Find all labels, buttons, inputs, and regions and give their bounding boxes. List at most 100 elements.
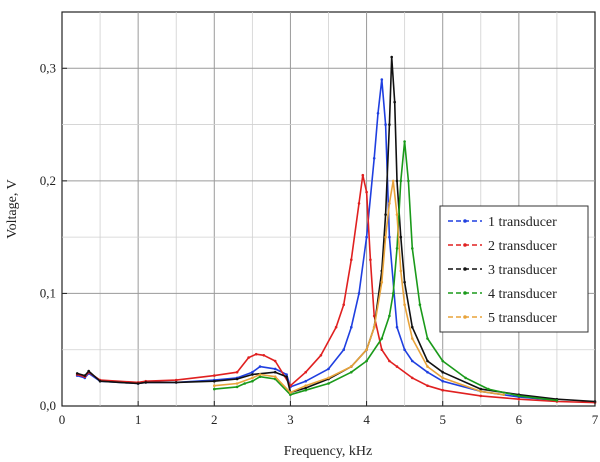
series-1-point	[258, 365, 262, 368]
series-1-point	[388, 235, 391, 239]
series-2-point	[273, 359, 277, 363]
series-3-point	[83, 374, 87, 377]
series-1-point	[350, 325, 353, 329]
series-3-point	[251, 373, 254, 376]
legend-label: 3 transducer	[488, 263, 557, 278]
legend-label: 1 transducer	[488, 215, 557, 230]
axes: 0 1 2 3 4 5 6 7 0,0 0,1 0,2 0,3	[40, 60, 599, 427]
series-2-point	[174, 378, 178, 382]
series-1-point	[273, 367, 277, 371]
series-4-point	[391, 292, 395, 295]
legend-label: 2 transducer	[488, 239, 557, 254]
series-3-point	[304, 386, 308, 390]
series-1-point	[384, 123, 387, 126]
x-tick-label: 7	[592, 412, 599, 427]
series-5-point	[388, 202, 391, 205]
series-5-point	[399, 269, 403, 273]
series-3-point	[285, 375, 288, 379]
series-4-point	[350, 370, 353, 374]
series-2-point	[289, 384, 292, 388]
series-1-point	[403, 348, 406, 352]
series-4-point	[418, 303, 422, 307]
series-4-point	[464, 376, 467, 380]
series-2-point	[395, 365, 399, 368]
x-tick-label: 5	[439, 412, 446, 427]
series-3-point	[393, 100, 397, 104]
series-1-point	[380, 78, 384, 81]
series-3-point	[479, 387, 483, 391]
y-axis-label: Voltage, V	[5, 179, 20, 238]
series-2-point	[254, 352, 258, 356]
series-1-point	[251, 370, 254, 374]
series-2-point	[369, 258, 372, 262]
series-2-point	[361, 173, 365, 177]
series-4-point	[487, 387, 490, 391]
series-2-point	[350, 258, 353, 262]
y-tick-label: 0,2	[40, 173, 56, 188]
series-2-point	[426, 384, 429, 388]
series-2-point	[319, 354, 323, 357]
series-3-point	[98, 379, 102, 383]
legend-marker	[463, 315, 467, 319]
series-1-point	[426, 370, 429, 374]
series-5-point	[502, 393, 505, 397]
series-4-point	[327, 382, 330, 385]
series-3-point	[384, 213, 387, 216]
series-5-point	[289, 391, 292, 394]
series-2-point	[342, 303, 346, 307]
series-2-point	[213, 374, 216, 377]
series-5-point	[304, 384, 308, 388]
series-3-point	[395, 179, 399, 183]
x-tick-label: 4	[363, 412, 370, 427]
series-5-point	[403, 303, 406, 307]
y-tick-label: 0,1	[40, 285, 56, 300]
series-1-point	[365, 235, 368, 239]
series-3-point	[136, 382, 140, 385]
series-1-point	[411, 359, 414, 363]
series-3-point	[403, 280, 406, 284]
series-4-point	[411, 247, 414, 250]
series-3-point	[174, 381, 178, 384]
series-2-point	[479, 394, 483, 398]
series-2-point	[247, 356, 250, 359]
series-4-point	[517, 394, 521, 398]
series-4-point	[407, 179, 410, 183]
series-1-point	[441, 379, 445, 383]
series-5-point	[365, 348, 368, 352]
series-4-point	[395, 247, 399, 250]
series-5-point	[479, 390, 483, 393]
series-2-point	[388, 359, 391, 363]
series-5-point	[273, 375, 277, 379]
legend-marker	[463, 243, 467, 247]
series-4-point	[365, 359, 368, 363]
series-5-point	[350, 365, 353, 368]
series-2-point	[441, 388, 445, 392]
legend: 1 transducer 2 transducer 3 transducer 4 tr…	[439, 205, 589, 333]
series-1-point	[376, 112, 380, 115]
series-4-point	[213, 387, 216, 391]
series-4-point	[426, 337, 429, 340]
x-tick-label: 1	[135, 412, 142, 427]
y-tick-label: 0,0	[40, 398, 56, 413]
series-3-point	[213, 379, 216, 383]
series-5-point	[441, 376, 445, 380]
x-tick-label: 2	[211, 412, 218, 427]
series-1-point	[285, 373, 288, 376]
series-3-point	[399, 235, 403, 239]
x-axis-label: Frequency, kHz	[284, 444, 373, 459]
series-3-point	[388, 123, 391, 126]
series-2-point	[365, 190, 368, 194]
series-5-point	[395, 213, 399, 216]
series-4-point	[380, 337, 384, 340]
x-tick-label: 6	[516, 412, 523, 427]
series-3-point	[75, 372, 79, 375]
series-4-point	[235, 385, 239, 389]
legend-label: 4 transducer	[488, 287, 557, 302]
series-3-point	[390, 55, 394, 59]
series-5-point	[251, 376, 254, 380]
y-tick-label: 0,3	[40, 60, 56, 75]
series-2-point	[304, 370, 308, 374]
x-tick-label: 3	[287, 412, 294, 427]
series-4-point	[403, 140, 406, 143]
